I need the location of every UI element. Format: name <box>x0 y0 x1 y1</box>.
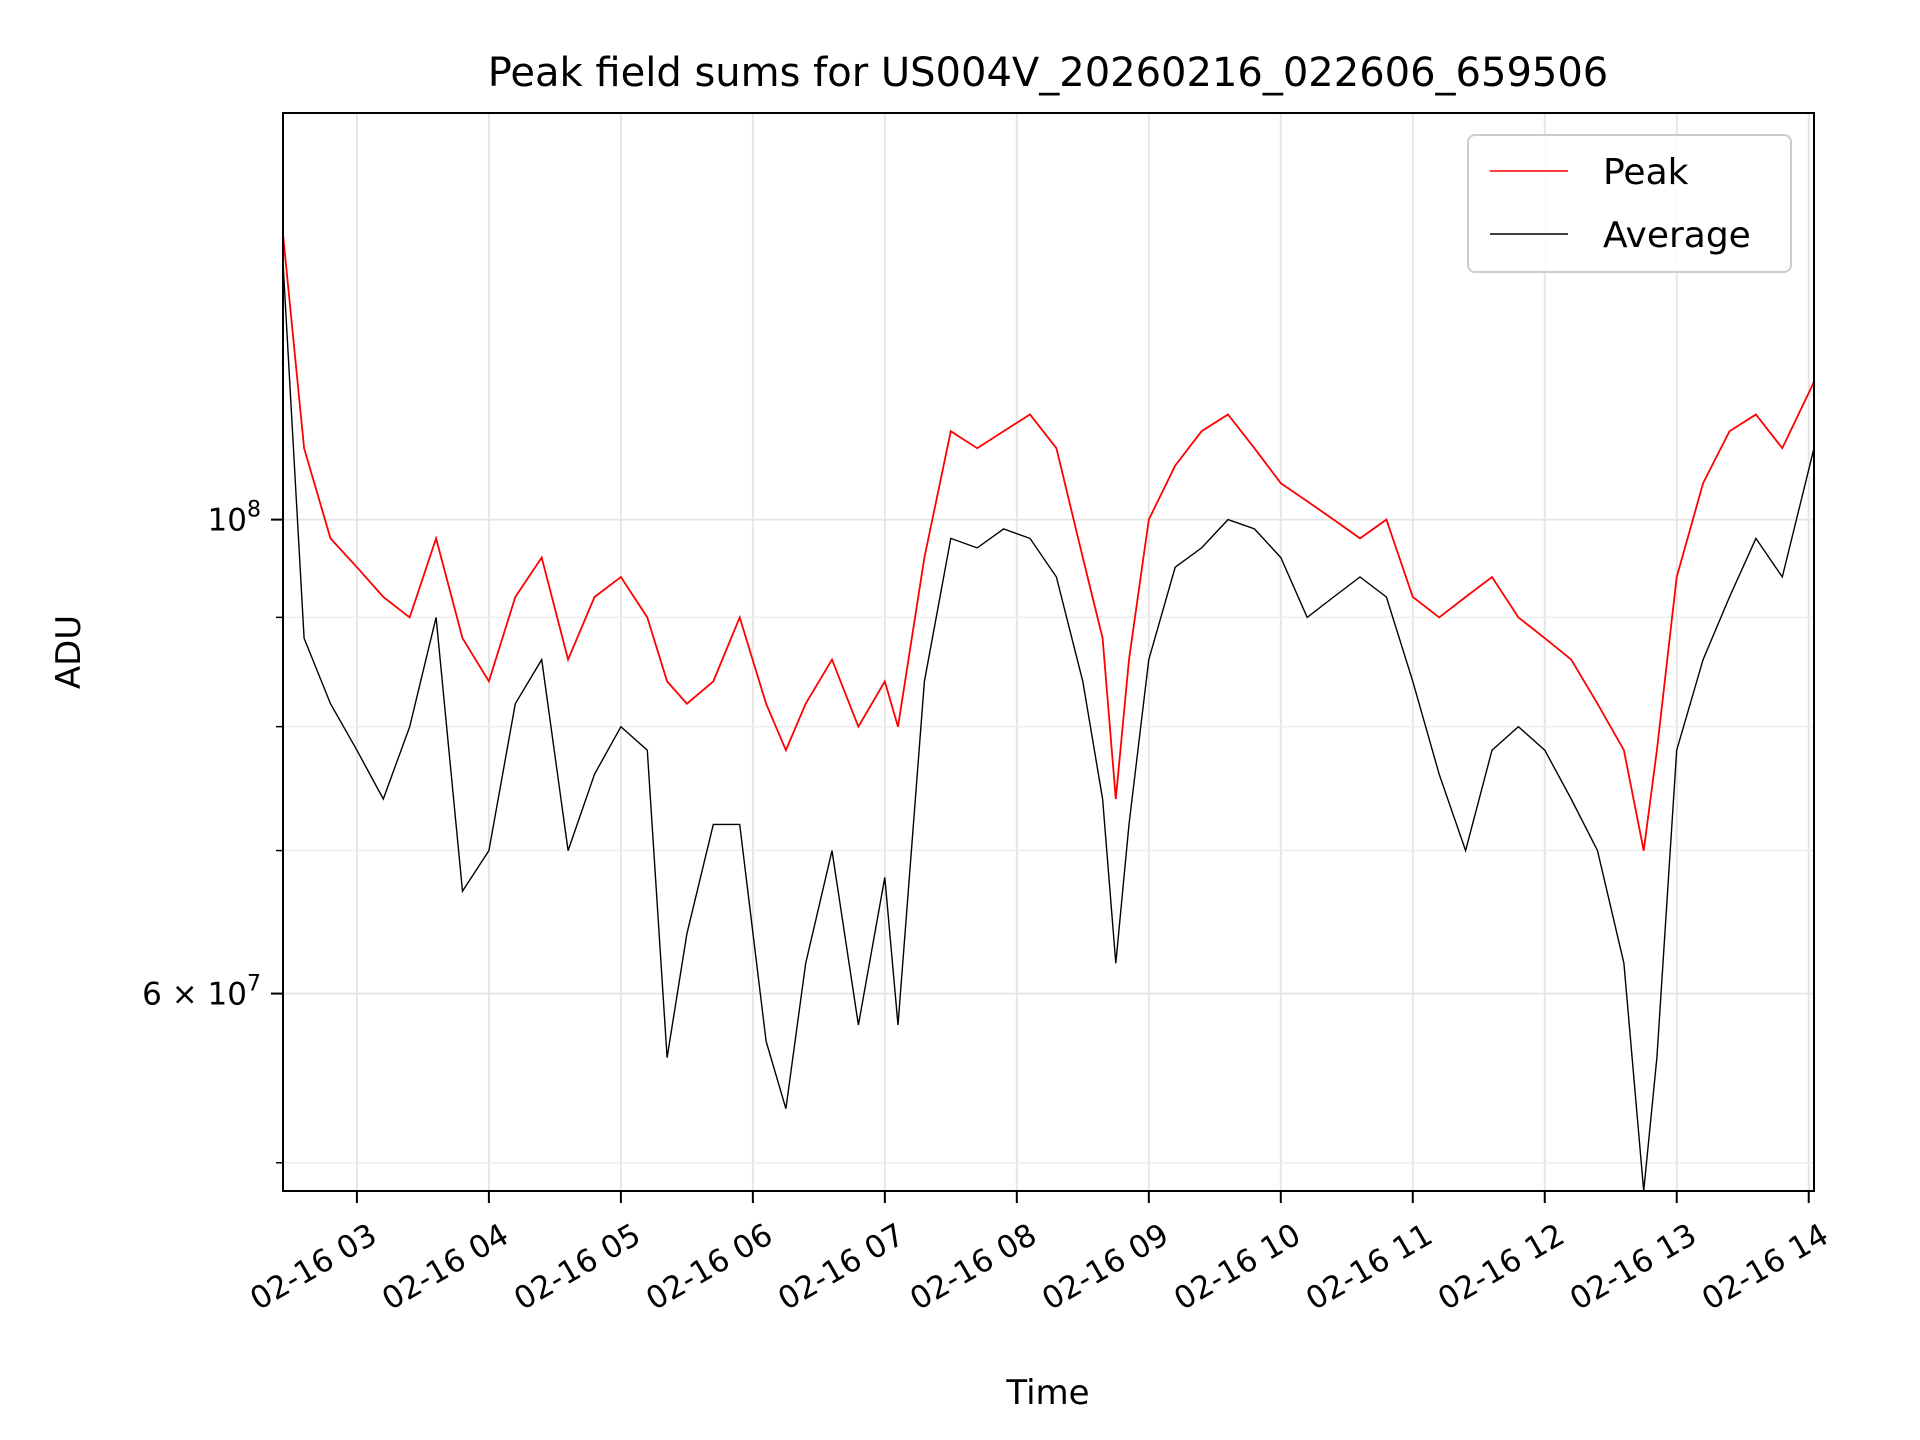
series-line-average <box>283 261 1814 1191</box>
plot-lines <box>283 234 1814 1191</box>
y-tick-exponent: 7 <box>247 972 261 997</box>
y-axis: 108 6 × 107 <box>142 498 283 1164</box>
y-tick-label: 108 <box>208 498 261 539</box>
chart-title: Peak field sums for US004V_20260216_0226… <box>488 50 1609 96</box>
y-tick-base: 6 × 10 <box>142 977 247 1013</box>
x-axis-label: Time <box>1005 1373 1089 1413</box>
legend: Peak Average <box>1467 134 1792 273</box>
series-line-peak <box>283 234 1814 851</box>
y-tick-label: 6 × 107 <box>142 972 261 1013</box>
legend-label-average: Average <box>1603 215 1751 256</box>
y-axis-label: ADU <box>49 615 89 689</box>
plot-frame <box>282 112 1815 1192</box>
legend-label-peak: Peak <box>1603 152 1689 193</box>
y-tick-base: 10 <box>208 503 247 539</box>
grid <box>283 113 1814 1191</box>
y-tick-exponent: 8 <box>247 498 261 523</box>
legend-box <box>1467 134 1792 273</box>
